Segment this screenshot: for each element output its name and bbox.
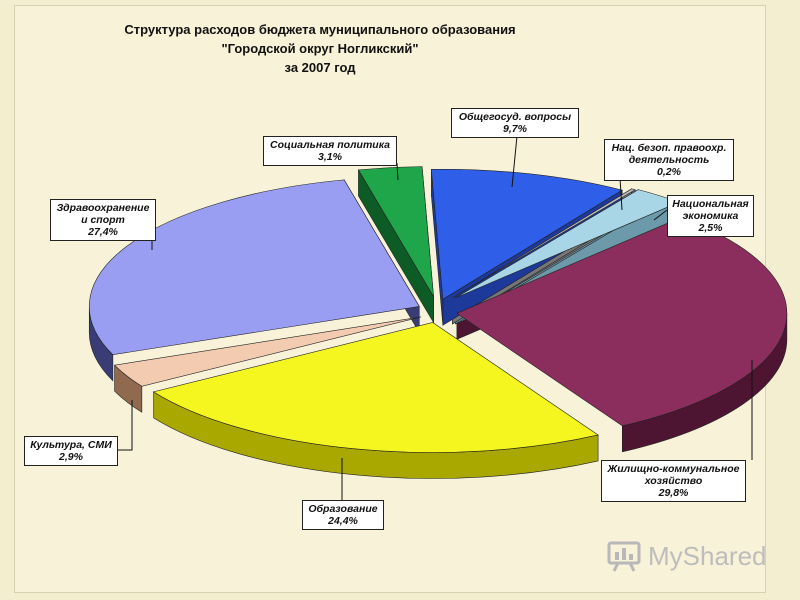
callout-value: 0,2% — [657, 166, 681, 178]
chart-title: Структура расходов бюджета муниципальног… — [80, 20, 560, 77]
callout-national-economy: Национальная экономика 2,5% — [667, 195, 754, 237]
presentation-board-icon — [607, 541, 641, 572]
callout-value: 2,5% — [698, 222, 723, 234]
chart-title-line-3: за 2007 год — [284, 60, 356, 75]
callout-label: Общегосуд. вопросы — [458, 111, 572, 123]
callout-national-security: Нац. безоп. правоохр. деятельность 0,2% — [604, 139, 734, 181]
callout-housing: Жилищно-коммунальное хозяйство 29,8% — [601, 460, 746, 502]
callout-value: 9,7% — [503, 123, 527, 135]
callout-label: Национальная — [672, 198, 749, 210]
pie-slice-3 — [456, 217, 788, 427]
chart-title-line-1: Структура расходов бюджета муниципальног… — [124, 22, 516, 37]
watermark-text: MyShared — [648, 540, 767, 571]
callout-value: 29,8% — [658, 487, 689, 499]
callout-label-2: и спорт — [81, 214, 125, 226]
callout-culture: Культура, СМИ 2,9% — [24, 436, 118, 466]
callout-general-issues: Общегосуд. вопросы 9,7% — [451, 108, 579, 138]
leader-line-2 — [653, 209, 668, 221]
callout-label: Социальная политика — [269, 139, 391, 151]
callout-label: Образование — [308, 503, 378, 515]
pie-slice-7 — [357, 166, 434, 297]
pie-slice-1 — [452, 188, 636, 299]
pie-slice-5 — [113, 316, 422, 387]
callout-healthcare: Здравоохранение и спорт 27,4% — [50, 199, 156, 241]
callout-label-2: деятельность — [628, 154, 710, 166]
callout-label-2: экономика — [682, 210, 739, 222]
callout-education: Образование 24,4% — [302, 500, 384, 530]
callout-label: Культура, СМИ — [30, 439, 112, 451]
pie-slice-6 — [89, 179, 420, 356]
callout-label: Здравоохранение — [56, 202, 150, 214]
callout-value: 24,4% — [328, 515, 358, 527]
pie-slice-0 — [431, 168, 623, 300]
callout-label: Нац. безоп. правоохр. — [611, 142, 727, 154]
callout-label: Жилищно-коммунальное — [607, 463, 740, 475]
callout-value: 3,1% — [318, 151, 342, 163]
callout-social-policy: Социальная политика 3,1% — [263, 136, 397, 166]
watermark: MyShared — [606, 536, 786, 576]
leader-line-5 — [118, 400, 133, 451]
leader-line-1 — [619, 177, 623, 211]
callout-label-2: хозяйство — [644, 475, 703, 487]
leader-line-7 — [396, 162, 399, 181]
callout-value: 27,4% — [88, 226, 118, 238]
callout-value: 2,9% — [59, 451, 83, 463]
leader-line-0 — [511, 135, 518, 188]
chart-title-line-2: "Городской округ Ногликский" — [221, 41, 419, 56]
pie-slice-4 — [152, 322, 599, 453]
